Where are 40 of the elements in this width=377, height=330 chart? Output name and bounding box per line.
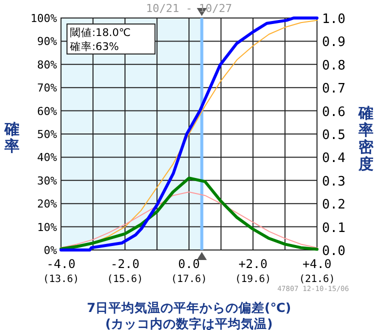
y-tick-label: 0%: [44, 244, 58, 257]
x-axis-title: 7日平均気温の平年からの偏差(℃) (カッコ内の数字は平均気温): [86, 300, 292, 330]
y-tick-label: 60%: [37, 104, 58, 118]
line-series: [60, 192, 318, 248]
line-series: [60, 176, 318, 251]
y2-tick-label: 0.1: [322, 220, 346, 236]
y-tick-label: 100%: [30, 12, 58, 25]
y2-tick-label: 0.5: [322, 128, 346, 143]
y2-tick-label: 0.6: [322, 104, 346, 120]
y2-tick-label: 0.9: [322, 35, 346, 50]
y-tick-label: 20%: [37, 198, 58, 211]
y-axis-title: 確率: [4, 120, 20, 155]
text: 10/21 - 10/27: [146, 2, 232, 15]
x-tick-label: +2.0: [238, 257, 268, 271]
y2-axis-title: 確率密度: [358, 104, 374, 173]
annotation: 閾値:18.0℃: [70, 27, 131, 39]
y2-tick-label: 0.7: [322, 82, 346, 97]
x-tick-label: -2.0: [110, 257, 140, 271]
x2-tick-label: (13.6): [42, 274, 80, 285]
x2-tick-label: (19.6): [234, 274, 272, 285]
x-tick-label: -4.0: [46, 257, 76, 271]
y-tick-label: 70%: [37, 82, 58, 95]
y2-tick-label: 0.3: [322, 174, 346, 190]
y2-tick-label: 0.2: [322, 198, 346, 213]
y-tick-label: 50%: [37, 128, 58, 141]
x-tick-label: 0.0: [178, 257, 200, 271]
y-tick-label: 10%: [37, 220, 58, 234]
y2-tick-label: 0.0: [322, 244, 346, 259]
y2-tick-label: 1.0: [322, 12, 346, 27]
y2-tick-label: 0.8: [322, 58, 346, 74]
x-tick-label: +4.0: [302, 257, 332, 271]
x2-tick-label: (15.6): [106, 274, 144, 285]
x2-tick-label: (21.6): [298, 274, 336, 285]
y-tick-label: 30%: [37, 174, 58, 188]
y2-tick-label: 0.4: [322, 151, 346, 166]
y-tick-label: 80%: [37, 58, 58, 72]
y-tick-label: 40%: [37, 151, 58, 164]
y-tick-label: 90%: [37, 35, 58, 48]
x2-tick-label: (17.6): [170, 274, 208, 285]
annotation: 確率:63%: [69, 40, 119, 53]
